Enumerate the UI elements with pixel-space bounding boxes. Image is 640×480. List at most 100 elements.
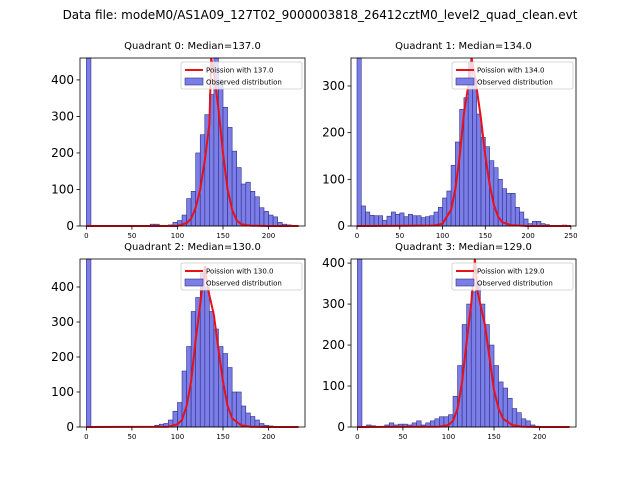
y-tick-label: 0: [337, 420, 345, 434]
legend-box: [180, 262, 303, 291]
histogram-bar: [245, 412, 251, 428]
legend-box: [451, 61, 574, 90]
y-tick-label: 100: [322, 379, 345, 393]
x-tick-label: 50: [398, 433, 407, 441]
histogram-bar: [360, 205, 366, 227]
legend-bar-swatch: [455, 77, 475, 86]
histogram-bar: [268, 214, 274, 227]
histogram-bar: [250, 416, 256, 428]
legend-box: [451, 262, 574, 291]
legend-poisson-label: Poission with 129.0: [477, 268, 545, 276]
histogram-bar: [357, 258, 363, 428]
histogram-bar: [369, 214, 375, 227]
histogram-bar: [472, 78, 478, 227]
histogram-bar: [204, 286, 210, 428]
quadrant-3-chart: Quadrant 3: Median=129.0 0 100 200 300 400 0 50…: [322, 242, 577, 441]
quadrant-2-chart: Quadrant 2: Median=130.0 0 100 200 300 400 0 50…: [51, 242, 306, 441]
legend-observed-label: Observed distribution: [206, 79, 282, 87]
x-tick-label: 50: [127, 232, 136, 240]
legend-observed-label: Observed distribution: [477, 79, 553, 87]
histogram-bar: [399, 212, 405, 227]
histogram-bar: [412, 215, 418, 227]
histogram-bar: [498, 381, 504, 428]
x-tick-label: 150: [216, 433, 229, 441]
y-tick-label: 300: [322, 79, 345, 93]
x-tick-label: 250: [564, 232, 577, 240]
y-tick-label: 100: [51, 385, 74, 399]
x-tick-label: 150: [216, 232, 229, 240]
histogram-bar: [408, 214, 413, 227]
figure-suptitle: Data file: modeM0/AS1A09_127T02_90000038…: [62, 8, 578, 22]
histogram-bar: [227, 127, 233, 227]
y-tick-label: 400: [51, 73, 74, 87]
plot-frame: [79, 258, 306, 428]
y-tick-label: 400: [322, 256, 345, 270]
chart-title: Quadrant 2: Median=130.0: [124, 242, 261, 253]
y-tick-label: 400: [51, 280, 74, 294]
plot-frame: [79, 57, 306, 227]
plot-frame: [350, 258, 577, 428]
x-tick-label: 50: [127, 433, 136, 441]
legend-poisson-label: Poission with 134.0: [477, 67, 545, 75]
x-tick-label: 0: [355, 232, 359, 240]
legend-poisson-label: Poission with 137.0: [206, 67, 274, 75]
y-tick-label: 200: [322, 338, 345, 352]
y-tick-label: 300: [51, 315, 74, 329]
x-tick-label: 0: [84, 433, 88, 441]
histogram-bar: [395, 214, 401, 227]
quadrant-1-chart: Quadrant 1: Median=134.0 0 100 200 300 0 50 100…: [322, 41, 577, 240]
legend-observed-label: Observed distribution: [477, 280, 553, 288]
histogram-bar: [390, 211, 396, 227]
x-tick-label: 100: [436, 232, 449, 240]
histogram-bar: [254, 196, 260, 227]
legend: Poission with 129.0 Observed distribution: [451, 262, 574, 291]
x-tick-label: 100: [442, 433, 455, 441]
histogram-bar: [373, 215, 379, 227]
legend-observed-label: Observed distribution: [206, 280, 282, 288]
y-tick-label: 200: [51, 350, 74, 364]
y-tick-label: 300: [51, 109, 74, 123]
x-tick-label: 100: [171, 433, 184, 441]
y-tick-label: 0: [66, 420, 74, 434]
y-tick-label: 100: [51, 182, 74, 196]
histogram-bar: [386, 215, 392, 227]
legend-bar-swatch: [184, 278, 204, 287]
histogram-bar: [250, 191, 256, 227]
histogram-bar: [272, 216, 278, 227]
chart-title: Quadrant 3: Median=129.0: [395, 242, 532, 253]
legend-bar-swatch: [184, 77, 204, 86]
legend-bar-swatch: [455, 278, 475, 287]
x-tick-label: 200: [262, 232, 275, 240]
histogram-bar: [245, 181, 251, 227]
histogram-bar: [519, 211, 525, 227]
x-tick-label: 200: [521, 232, 534, 240]
legend-box: [180, 61, 303, 90]
legend-poisson-label: Poission with 130.0: [206, 268, 274, 276]
histogram-bar: [365, 211, 371, 227]
poisson-curve-line: [357, 258, 570, 428]
chart-title: Quadrant 1: Median=134.0: [395, 41, 532, 52]
legend: Poission with 134.0 Observed distribution: [451, 61, 574, 90]
histogram-bar: [416, 215, 422, 227]
y-tick-label: 0: [337, 219, 345, 233]
chart-title: Quadrant 0: Median=137.0: [124, 41, 261, 52]
quadrant-0-chart: Quadrant 0: Median=137.0 0 100 200 300 400 0 50…: [51, 41, 306, 240]
histogram-bar: [502, 188, 508, 227]
histogram-bar: [240, 405, 247, 428]
histogram-bar: [510, 193, 516, 227]
histogram-bar: [240, 183, 247, 227]
histogram-bar: [209, 311, 215, 428]
y-tick-label: 200: [51, 146, 74, 160]
y-tick-label: 300: [322, 297, 345, 311]
plot-frame: [350, 57, 577, 227]
histogram-bar: [86, 57, 92, 227]
legend: Poission with 137.0 Observed distribution: [180, 61, 303, 90]
x-tick-label: 200: [262, 433, 275, 441]
histogram-bar: [263, 211, 269, 227]
histogram-bar: [476, 113, 482, 227]
x-tick-label: 50: [395, 232, 404, 240]
histogram-bar: [429, 215, 435, 227]
y-tick-label: 0: [66, 219, 74, 233]
x-tick-label: 150: [479, 232, 492, 240]
histogram-bar: [506, 193, 512, 227]
